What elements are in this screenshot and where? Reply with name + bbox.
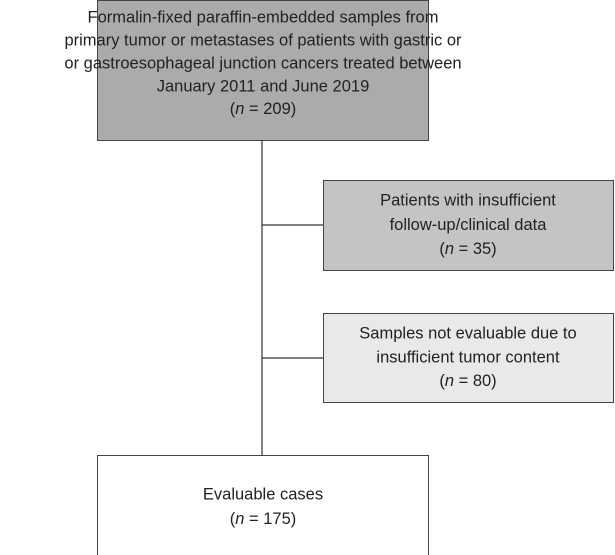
node-text: Patients with insufficient — [380, 191, 556, 209]
node-text: or gastroesophageal junction cancers tre… — [64, 54, 461, 72]
node-text: Evaluable cases — [203, 485, 323, 503]
box-source — [97, 0, 429, 141]
node-text: Formalin-fixed paraffin-embedded samples… — [88, 8, 439, 26]
count-symbol: n — [235, 100, 244, 118]
count-rest: = 35) — [454, 240, 497, 258]
count-rest: = 209) — [244, 100, 296, 118]
count-symbol: n — [235, 510, 244, 528]
count-open: ( — [230, 510, 236, 528]
count-rest: = 80) — [454, 372, 497, 390]
box-evaluable — [97, 455, 429, 555]
box-excluded-clinical — [323, 180, 614, 271]
count-open: ( — [230, 100, 236, 118]
count-rest: = 175) — [244, 510, 296, 528]
node-text: Samples not evaluable due to — [359, 324, 576, 342]
node-text: primary tumor or metastases of patients … — [64, 31, 462, 49]
node-count: (n = 80) — [439, 372, 496, 390]
node-count: (n = 209) — [230, 100, 297, 118]
node-text: follow-up/clinical data — [390, 216, 548, 234]
count-open: ( — [439, 240, 445, 258]
count-open: ( — [439, 372, 445, 390]
count-symbol: n — [445, 240, 454, 258]
node-count: (n = 175) — [230, 510, 297, 528]
node-count: (n = 35) — [439, 240, 496, 258]
box-excluded-tumor — [323, 313, 614, 403]
node-text: January 2011 and June 2019 — [157, 77, 370, 95]
count-symbol: n — [445, 372, 454, 390]
node-text: insufficient tumor content — [376, 348, 560, 366]
